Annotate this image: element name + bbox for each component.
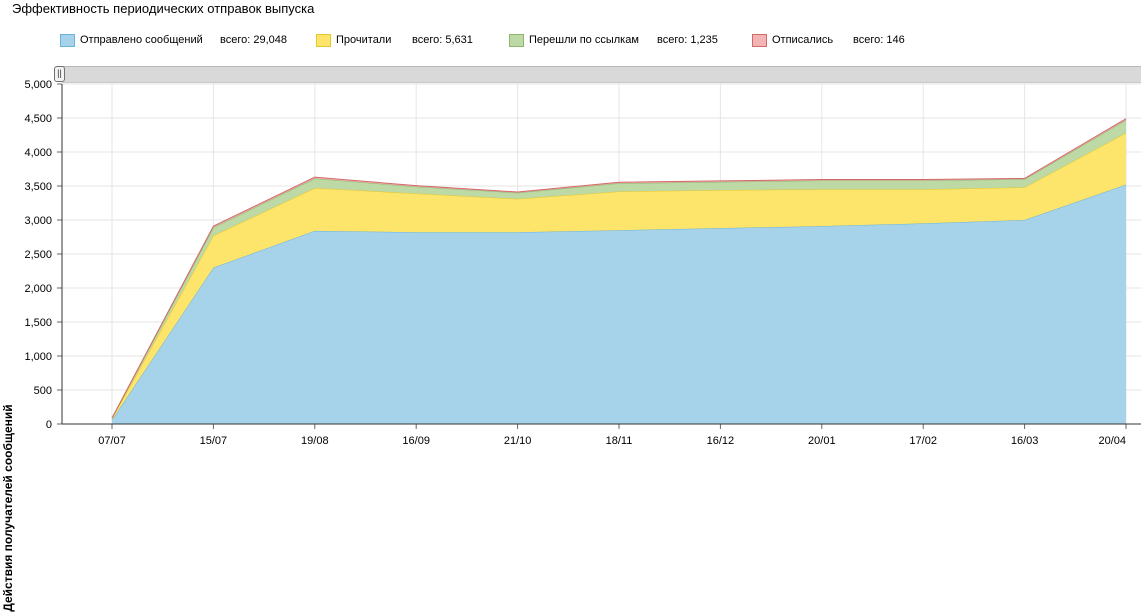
x-tick-label: 17/02: [909, 435, 937, 447]
x-tick-labels: 07/07 15/07 19/08 16/09 21/10 18/11 16/12 20/01…: [98, 435, 1126, 447]
y-tick-label: 2,000: [24, 283, 52, 295]
x-tick-label: 21/10: [504, 435, 532, 447]
y-tick-label: 4,000: [24, 147, 52, 159]
y-tick-label: 5,000: [24, 79, 52, 91]
y-tick-label: 4,500: [24, 113, 52, 125]
x-tick-label: 19/08: [301, 435, 329, 447]
x-tick-label: 20/04: [1098, 435, 1126, 447]
y-tick-label: 1,000: [24, 351, 52, 363]
y-tick-label: 3,500: [24, 181, 52, 193]
y-tick-label: 1,500: [24, 317, 52, 329]
x-tick-label: 18/11: [606, 435, 633, 447]
x-tick-label: 16/09: [402, 435, 430, 447]
x-tick-label: 16/03: [1011, 435, 1039, 447]
x-tick-label: 16/12: [707, 435, 735, 447]
x-tick-label: 07/07: [98, 435, 126, 447]
y-tick-label: 2,500: [24, 249, 52, 261]
y-tick-label: 0: [46, 419, 52, 431]
y-tick-label: 3,000: [24, 215, 52, 227]
x-tick-label: 20/01: [808, 435, 836, 447]
x-tick-label: 15/07: [200, 435, 228, 447]
y-tick-label: 500: [34, 385, 52, 397]
y-tick-labels: 0 500 1,000 1,500 2,000 2,500 3,000 3,500 4,000 4…: [24, 79, 52, 431]
chart-area: 0 500 1,000 1,500 2,000 2,500 3,000 3,500 4,000 4…: [0, 0, 1141, 450]
